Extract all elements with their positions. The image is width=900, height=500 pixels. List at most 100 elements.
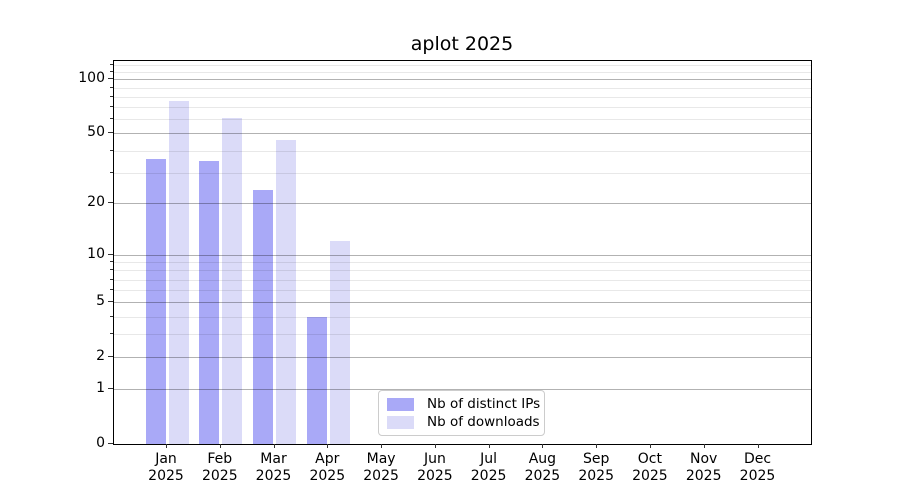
x-tick-month: Feb	[207, 451, 233, 467]
minor-gridline	[114, 290, 811, 292]
minor-gridline	[114, 172, 811, 174]
bar-nb-of-downloads-apr	[329, 241, 350, 444]
x-tick-year: 2025	[417, 468, 453, 484]
x-tick-year: 2025	[363, 468, 399, 484]
y-minor-tick-mark	[110, 278, 113, 280]
minor-gridline	[114, 71, 811, 73]
y-axis-tick-label: 10	[87, 245, 105, 262]
y-minor-tick-mark	[110, 70, 113, 72]
y-tick-mark	[108, 78, 113, 80]
y-tick-mark	[108, 132, 113, 134]
y-minor-tick-mark	[110, 95, 113, 97]
x-axis-tick-label: Mar 2025	[242, 451, 306, 485]
major-gridline	[114, 357, 811, 359]
minor-gridline	[114, 270, 811, 272]
x-tick-mark	[381, 444, 383, 448]
x-tick-mark	[649, 444, 651, 448]
x-axis-tick-label: Apr 2025	[295, 451, 359, 485]
y-axis-tick-label: 50	[87, 124, 105, 141]
x-tick-month: Nov	[690, 451, 718, 467]
x-tick-mark	[596, 444, 598, 448]
minor-gridline	[114, 119, 811, 121]
plot-area	[113, 60, 812, 445]
y-minor-tick-mark	[110, 315, 113, 317]
legend-item: Nb of downloads	[387, 415, 540, 429]
x-tick-year: 2025	[255, 468, 292, 484]
y-minor-tick-mark	[110, 171, 113, 173]
y-minor-tick-mark	[110, 86, 113, 88]
x-tick-month: Oct	[637, 451, 662, 467]
x-tick-mark	[488, 444, 490, 448]
y-minor-tick-mark	[110, 118, 113, 120]
minor-gridline	[114, 334, 811, 336]
minor-gridline	[114, 279, 811, 281]
x-tick-month: Sep	[582, 451, 610, 467]
legend-label: Nb of downloads	[427, 414, 540, 430]
major-gridline	[114, 254, 811, 256]
y-tick-mark	[108, 301, 113, 303]
y-tick-mark	[108, 253, 113, 255]
x-tick-month: Mar	[260, 451, 287, 467]
y-minor-tick-mark	[110, 333, 113, 335]
x-tick-month: Dec	[743, 451, 772, 467]
x-tick-year: 2025	[201, 468, 238, 484]
y-minor-tick-mark	[110, 63, 113, 65]
x-tick-year: 2025	[685, 468, 722, 484]
minor-gridline	[114, 87, 811, 89]
x-axis-tick-label: May 2025	[349, 451, 413, 485]
y-minor-tick-mark	[110, 269, 113, 271]
x-tick-year: 2025	[578, 468, 614, 484]
x-tick-mark	[273, 444, 275, 448]
minor-gridline	[114, 96, 811, 98]
x-tick-year: 2025	[148, 468, 184, 484]
major-gridline	[114, 203, 811, 205]
x-tick-month: Jul	[480, 451, 498, 467]
bar-nb-of-distinct-ips-feb	[199, 160, 220, 444]
x-tick-mark	[757, 444, 759, 448]
x-tick-month: Jun	[423, 451, 446, 467]
chart-title: aplot 2025	[410, 33, 514, 55]
legend-swatch	[387, 397, 414, 411]
minor-gridline	[114, 316, 811, 318]
y-minor-tick-mark	[110, 261, 113, 262]
x-tick-year: 2025	[632, 468, 668, 484]
x-axis-tick-label: Dec 2025	[726, 451, 790, 485]
x-axis-tick-label: Jul 2025	[457, 451, 521, 485]
legend: Nb of distinct IPs Nb of downloads	[378, 390, 545, 436]
x-tick-mark	[166, 444, 167, 448]
legend-label: Nb of distinct IPs	[427, 396, 541, 412]
y-minor-tick-mark	[110, 149, 113, 151]
major-gridline	[114, 79, 811, 81]
x-tick-month: Jan	[155, 451, 177, 467]
bar-nb-of-distinct-ips-apr	[306, 316, 327, 444]
major-gridline	[114, 302, 811, 304]
x-axis-tick-label: Sep 2025	[564, 451, 628, 485]
x-tick-year: 2025	[470, 468, 507, 484]
y-tick-mark	[108, 202, 113, 204]
y-minor-tick-mark	[110, 289, 113, 291]
minor-gridline	[114, 107, 811, 109]
bar-nb-of-downloads-feb	[222, 117, 243, 444]
bar-nb-of-distinct-ips-jan	[145, 158, 166, 444]
minor-gridline	[114, 64, 811, 66]
bar-nb-of-distinct-ips-mar	[253, 189, 274, 444]
x-tick-mark	[703, 444, 705, 448]
legend-swatch	[387, 415, 414, 429]
x-tick-year: 2025	[309, 468, 346, 484]
y-minor-tick-mark	[110, 106, 113, 108]
y-axis-tick-label: 100	[78, 70, 105, 87]
x-axis-tick-label: Aug 2025	[510, 451, 574, 485]
x-tick-year: 2025	[739, 468, 776, 484]
x-axis-tick-label: Feb 2025	[188, 451, 252, 485]
x-tick-mark	[542, 444, 544, 448]
x-tick-mark	[219, 444, 221, 448]
x-tick-month: May	[366, 451, 396, 467]
major-gridline	[114, 133, 811, 135]
x-tick-mark	[434, 444, 436, 448]
x-tick-month: Aug	[528, 451, 557, 467]
bar-nb-of-downloads-mar	[276, 139, 297, 444]
y-axis-tick-label: 2	[96, 348, 105, 365]
legend-item: Nb of distinct IPs	[387, 397, 540, 411]
x-axis-tick-label: Jan 2025	[134, 451, 198, 485]
